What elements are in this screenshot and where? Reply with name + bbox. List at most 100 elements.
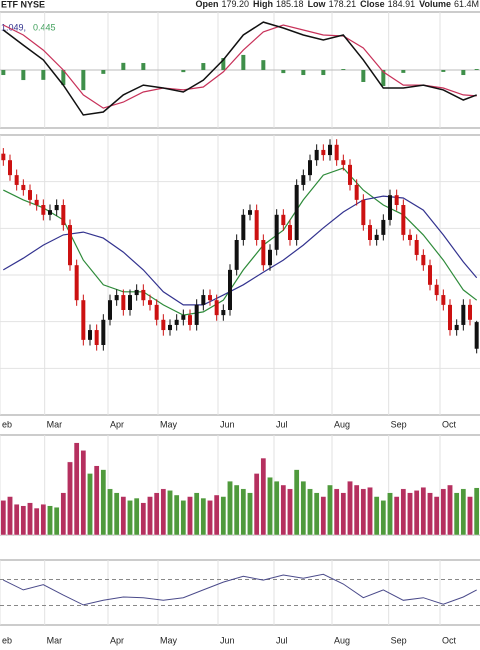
candle-body: [48, 210, 52, 215]
volume-bar: [233, 484, 240, 536]
candle-body: [328, 144, 332, 156]
histogram-bar: [181, 70, 186, 73]
quote-value: 185.18: [276, 0, 304, 9]
candle-body: [301, 175, 306, 185]
volume-bar: [273, 480, 280, 536]
volume-bar: [333, 488, 340, 536]
candle-body: [41, 205, 46, 215]
x-tick-label: Sep: [391, 635, 407, 645]
candle-body: [288, 225, 292, 240]
histogram-bar: [461, 70, 466, 76]
histogram-bar: [221, 58, 226, 70]
volume-bar: [100, 469, 107, 536]
candle-body: [8, 160, 12, 176]
x-tick-label: Oct: [442, 419, 457, 429]
volume-bar: [173, 494, 180, 536]
volume-bar: [180, 500, 187, 536]
volume-bar: [93, 465, 100, 536]
quote-label: Volume: [419, 0, 451, 9]
quote-value: 179.20: [222, 0, 250, 9]
volume-bar: [433, 496, 440, 536]
volume-bar: [133, 497, 140, 536]
volume-bar: [187, 496, 193, 536]
volume-bar: [427, 492, 433, 536]
candle-body: [201, 295, 206, 305]
rsi-panel: [0, 559, 480, 626]
candle-body: [108, 300, 112, 320]
candle-body: [468, 304, 472, 320]
volume-bar: [60, 492, 67, 536]
candle-body: [208, 295, 212, 301]
volume-bar: [13, 504, 20, 536]
volume-bar: [400, 488, 407, 536]
candle-body: [221, 310, 226, 316]
volume-bar: [240, 488, 247, 536]
candle-body: [341, 160, 346, 165]
volume-bar: [380, 500, 387, 536]
candle-body: [268, 249, 272, 266]
volume-bar: [80, 450, 87, 536]
volume-bar: [453, 492, 460, 536]
candle-body: [194, 304, 199, 325]
volume-bar: [460, 488, 467, 536]
histogram-bar: [261, 60, 266, 70]
quote-value: 184.91: [388, 0, 416, 9]
volume-bar: [107, 488, 113, 536]
candle-body: [461, 304, 466, 325]
volume-bar: [67, 461, 73, 536]
volume-panel: [0, 434, 480, 536]
x-tick-label: May: [160, 635, 178, 645]
x-tick-label: Apr: [110, 419, 124, 429]
candle-body: [334, 144, 339, 161]
candle-body: [454, 324, 459, 331]
candle-body: [141, 289, 146, 301]
signal-line: [3, 24, 477, 109]
volume-bar: [293, 469, 300, 536]
histogram-bar: [321, 70, 326, 76]
x-tick-label: Apr: [110, 635, 124, 645]
candle-body: [428, 265, 432, 285]
histogram-bar: [281, 70, 286, 74]
volume-bar: [33, 507, 40, 536]
quote-label: High: [253, 0, 273, 9]
candle-body: [128, 295, 132, 310]
volume-bar: [347, 480, 353, 536]
candle-body: [168, 324, 172, 331]
x-tick-label: Oct: [442, 635, 457, 645]
candle-body: [148, 300, 152, 305]
histogram-bar: [474, 69, 479, 70]
volume-bar: [87, 473, 93, 536]
candle-body: [308, 160, 312, 176]
x-tick-label: Sep: [391, 419, 407, 429]
candle-body: [254, 210, 259, 240]
histogram-bar: [121, 62, 126, 70]
volume-bar: [467, 496, 473, 536]
candle-body: [354, 184, 359, 200]
volume-bar: [253, 473, 260, 536]
price-panel: [0, 134, 480, 416]
volume-bar: [247, 492, 253, 536]
x-tick-label: eb: [2, 419, 12, 429]
volume-bar: [340, 492, 347, 536]
volume-bar: [313, 492, 320, 536]
volume-bar: [120, 496, 127, 536]
quote-value: 178.21: [329, 0, 357, 9]
volume-bar: [200, 497, 207, 536]
candle-body: [94, 330, 99, 345]
candle-body: [114, 295, 119, 301]
volume-bar: [387, 492, 393, 536]
symbol: ETF NYSE: [1, 0, 45, 9]
candle-body: [134, 289, 139, 296]
volume-bar: [193, 492, 200, 536]
volume-bar: [220, 496, 227, 536]
candle-body: [81, 300, 86, 340]
histogram-bar: [41, 70, 46, 80]
volume-bar: [20, 505, 27, 536]
volume-bar: [307, 488, 313, 536]
candle-body: [101, 319, 106, 345]
candle-body: [188, 315, 192, 325]
candle-body: [161, 319, 166, 331]
candle-body: [241, 214, 246, 240]
histogram-bar: [1, 70, 6, 76]
